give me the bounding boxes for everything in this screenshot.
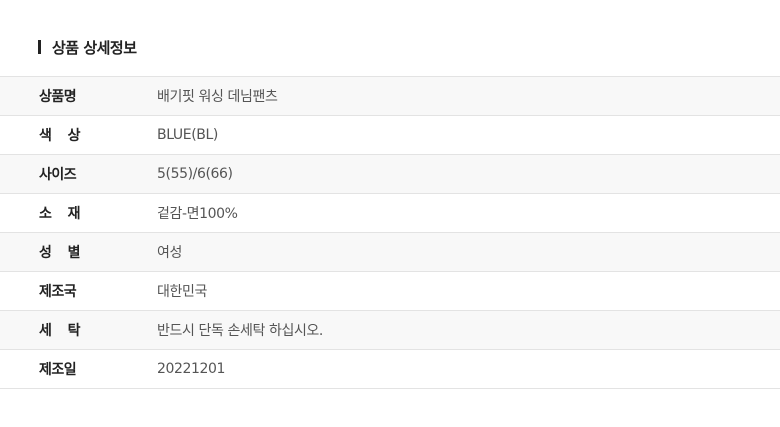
table-row-size: 사이즈 5(55)/6(66): [0, 155, 780, 194]
table-row-manufacture-date: 제조일 20221201: [0, 350, 780, 389]
table-row-gender: 성 별 여성: [0, 233, 780, 272]
row-label: 제조일: [39, 362, 77, 378]
table-row-country: 제조국 대한민국: [0, 272, 780, 311]
table-row-material: 소 재 겉감-면100%: [0, 194, 780, 233]
row-label: 색 상: [39, 128, 81, 144]
row-label: 사이즈: [39, 167, 77, 183]
row-label: 세 탁: [39, 323, 81, 339]
table-row-color: 색 상 BLUE(BL): [0, 116, 780, 155]
row-value: 겉감-면100%: [157, 206, 238, 222]
row-value: BLUE(BL): [157, 127, 218, 143]
row-value: 여성: [157, 245, 182, 261]
heading-bar-marker: [38, 40, 41, 54]
row-label: 성 별: [39, 245, 81, 261]
section-title: 상품 상세정보: [52, 38, 137, 57]
row-label: 상품명: [39, 89, 77, 105]
row-label: 소 재: [39, 206, 81, 222]
row-label: 제조국: [39, 284, 77, 300]
row-value: 대한민국: [157, 284, 207, 300]
table-row-product-name: 상품명 배기핏 워싱 데님팬츠: [0, 77, 780, 116]
row-value: 배기핏 워싱 데님팬츠: [157, 89, 278, 105]
product-info-table: 상품명 배기핏 워싱 데님팬츠 색 상 BLUE(BL) 사이즈 5(55)/6…: [0, 76, 780, 389]
section-heading: 상품 상세정보: [38, 37, 137, 57]
row-value: 5(55)/6(66): [157, 166, 233, 182]
row-value: 반드시 단독 손세탁 하십시오.: [157, 323, 323, 339]
table-row-washing: 세 탁 반드시 단독 손세탁 하십시오.: [0, 311, 780, 350]
row-value: 20221201: [157, 361, 226, 377]
